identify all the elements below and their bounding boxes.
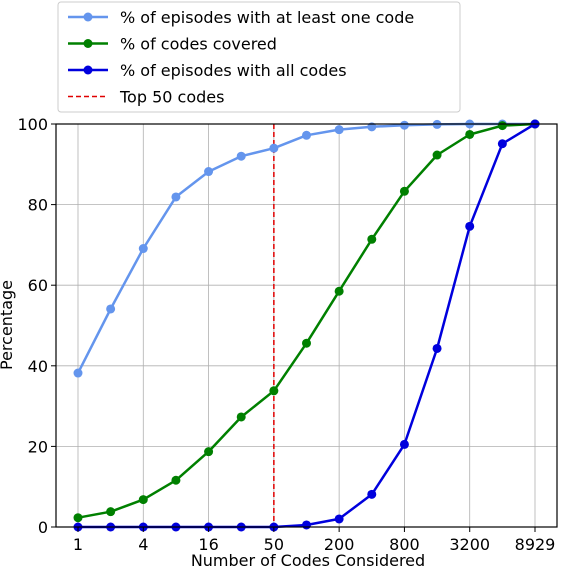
x-axis-label: Number of Codes Considered: [191, 551, 425, 570]
data-point: [106, 507, 116, 517]
legend: % of episodes with at least one code % of…: [57, 1, 461, 113]
legend-label: % of episodes with at least one code: [120, 8, 414, 27]
x-tick-label: 200: [324, 535, 355, 554]
data-point: [334, 125, 344, 135]
data-point: [465, 221, 475, 231]
data-point: [106, 304, 116, 314]
data-point: [171, 475, 181, 485]
series-2: [73, 119, 540, 523]
data-point: [204, 447, 214, 457]
data-point: [73, 368, 83, 378]
series-line: [77, 122, 536, 519]
data-point: [399, 439, 409, 449]
y-tick-label: 60: [28, 276, 48, 295]
series-line: [78, 122, 536, 529]
x-tick-label: 800: [389, 535, 420, 554]
grid-lines: [56, 123, 557, 528]
legend-label: % of codes covered: [120, 35, 277, 54]
data-point: [138, 244, 148, 254]
legend-marker: [83, 12, 93, 22]
data-point: [302, 520, 311, 530]
x-tick-label: 8929: [515, 535, 556, 554]
y-axis-ticks: 0 20 40 60 80 100: [17, 115, 56, 537]
x-tick-label: 50: [264, 535, 284, 554]
data-point: [497, 139, 507, 149]
plot-frame: [55, 123, 558, 528]
data-point: [465, 129, 475, 139]
data-point: [334, 514, 344, 524]
x-axis-ticks: 1 4 16 50 200 800 3200 8929: [73, 527, 555, 554]
x-tick-label: 4: [138, 535, 148, 554]
data-point: [432, 343, 442, 353]
legend-marker: [83, 65, 93, 75]
y-axis-label: Percentage: [0, 280, 16, 370]
data-point: [269, 143, 279, 153]
y-tick-label: 80: [28, 196, 48, 215]
y-tick-label: 100: [17, 115, 48, 134]
data-point: [302, 130, 311, 140]
x-tick-label: 16: [198, 535, 218, 554]
legend-item: % of episodes with at least one code: [68, 8, 414, 27]
data-point: [204, 167, 214, 177]
y-tick-label: 40: [28, 357, 48, 376]
data-point: [334, 286, 344, 296]
data-point: [171, 192, 181, 202]
data-point: [269, 386, 279, 396]
legend-label: % of episodes with all codes: [120, 61, 347, 80]
y-tick-label: 0: [38, 518, 48, 537]
data-point: [367, 234, 377, 244]
legend-item: % of codes covered: [68, 35, 277, 54]
data-point: [302, 338, 311, 348]
x-tick-label: 3200: [449, 535, 490, 554]
data-point: [367, 489, 377, 499]
legend-label: Top 50 codes: [119, 88, 224, 107]
legend-item: % of episodes with all codes: [68, 61, 347, 80]
legend-box: [57, 1, 461, 113]
legend-item: Top 50 codes: [68, 88, 224, 107]
legend-marker: [83, 39, 93, 48]
data-point: [236, 151, 246, 161]
data-point: [399, 186, 409, 196]
data-point: [497, 121, 507, 131]
data-point: [73, 513, 83, 523]
data-point: [138, 495, 148, 505]
data-point: [399, 120, 409, 130]
data-point: [236, 412, 246, 422]
data-point: [432, 150, 442, 160]
x-tick-label: 1: [73, 535, 83, 554]
y-tick-label: 20: [28, 437, 48, 456]
